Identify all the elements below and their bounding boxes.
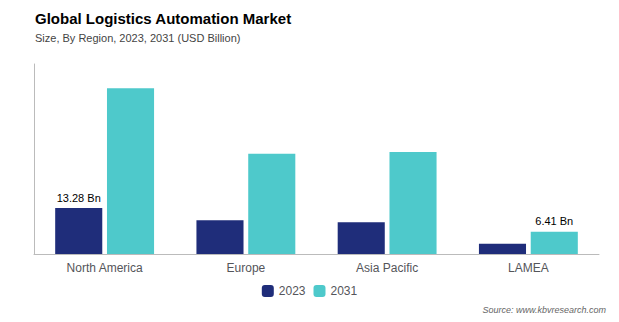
svg-text:Source: www.kbvresearch.com: Source: www.kbvresearch.com (482, 305, 606, 315)
svg-text:Asia Pacific: Asia Pacific (356, 261, 418, 275)
svg-text:North America: North America (67, 261, 143, 275)
svg-text:6.41 Bn: 6.41 Bn (535, 215, 573, 227)
svg-text:Europe: Europe (227, 261, 266, 275)
svg-text:Global Logistics Automation Ma: Global Logistics Automation Market (35, 10, 291, 27)
svg-text:2031: 2031 (331, 284, 358, 298)
svg-text:LAMEA: LAMEA (508, 261, 549, 275)
svg-text:2023: 2023 (279, 284, 306, 298)
svg-text:Size, By Region, 2023, 2031 (U: Size, By Region, 2023, 2031 (USD Billion… (35, 32, 240, 44)
svg-text:13.28 Bn: 13.28 Bn (57, 192, 101, 204)
